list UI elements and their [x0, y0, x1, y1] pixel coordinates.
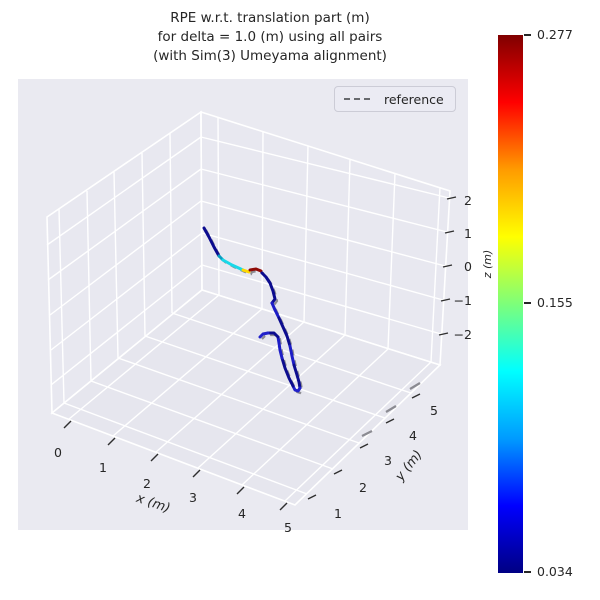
y-tick-labels: 1 2 3 4 5 — [334, 403, 438, 521]
x-tick-3: 3 — [189, 490, 197, 505]
trajectory-layer — [202, 226, 421, 437]
reference-dash-sample-icon — [344, 98, 374, 100]
reference-trajectory-dash — [385, 405, 397, 413]
z-tick-m1: −1 — [454, 293, 472, 308]
estimated-trajectory-segment — [270, 301, 281, 320]
x-tick-1: 1 — [99, 460, 107, 475]
z-tick-m2: −2 — [454, 327, 472, 342]
chart-title-line-3: (with Sim(3) Umeyama alignment) — [153, 48, 387, 64]
x-tick-0: 0 — [54, 445, 62, 460]
colorbar-label-max: 0.277 — [537, 27, 573, 42]
estimated-trajectory-segment — [241, 268, 251, 274]
y-tick-1: 1 — [334, 506, 342, 521]
y-tick-3: 3 — [384, 453, 392, 468]
estimated-trajectory-segment — [248, 267, 263, 273]
reference-trajectory-dash — [361, 430, 373, 437]
estimated-trajectory-segment — [258, 331, 270, 339]
legend-label-reference: reference — [384, 91, 444, 107]
z-tick-labels: 2 1 0 −1 −2 — [454, 193, 472, 342]
estimated-trajectory-segment — [202, 226, 221, 258]
colorbar-tick-min — [524, 571, 531, 573]
estimated-trajectory-segment — [277, 316, 292, 348]
chart-title: RPE w.r.t. translation part (m) for delt… — [20, 9, 520, 66]
colorbar-label-min: 0.034 — [537, 564, 573, 579]
estimated-trajectory-segment — [266, 331, 280, 339]
gridlines — [46, 111, 450, 502]
tick-marks — [63, 196, 457, 511]
colorbar — [498, 35, 523, 573]
estimated-trajectory-segment — [280, 356, 295, 388]
y-tick-5: 5 — [430, 403, 438, 418]
estimated-trajectory-segment — [260, 271, 277, 305]
z-tick-2: 2 — [464, 193, 472, 208]
estimated-trajectory-segment — [292, 363, 302, 390]
z-axis-label: z (m) — [481, 250, 494, 280]
legend: reference — [334, 86, 456, 112]
x-tick-2: 2 — [143, 476, 151, 491]
x-tick-4: 4 — [238, 506, 246, 521]
colorbar-label-mid: 0.155 — [537, 295, 573, 310]
reference-trajectory-dash — [409, 382, 421, 390]
chart-title-line-2: for delta = 1.0 (m) using all pairs — [157, 29, 383, 45]
chart-title-line-1: RPE w.r.t. translation part (m) — [170, 10, 370, 26]
y-tick-4: 4 — [409, 428, 417, 443]
colorbar-tick-mid — [524, 302, 531, 304]
y-tick-2: 2 — [359, 480, 367, 495]
x-tick-labels: 0 1 2 3 4 5 — [54, 445, 292, 535]
estimated-trajectory-segment — [291, 384, 302, 393]
colorbar-tick-max — [524, 34, 531, 36]
estimated-trajectory-segment — [221, 258, 245, 272]
x-tick-5: 5 — [284, 520, 292, 535]
estimated-trajectory-segment — [276, 335, 284, 360]
estimated-trajectory-segment — [288, 344, 296, 367]
z-tick-0: 0 — [464, 259, 472, 274]
z-tick-1: 1 — [464, 226, 472, 241]
